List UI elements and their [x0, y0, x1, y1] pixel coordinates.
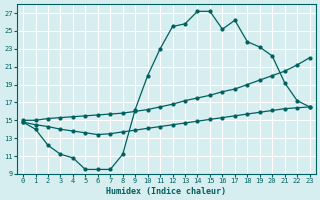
X-axis label: Humidex (Indice chaleur): Humidex (Indice chaleur)	[106, 187, 226, 196]
